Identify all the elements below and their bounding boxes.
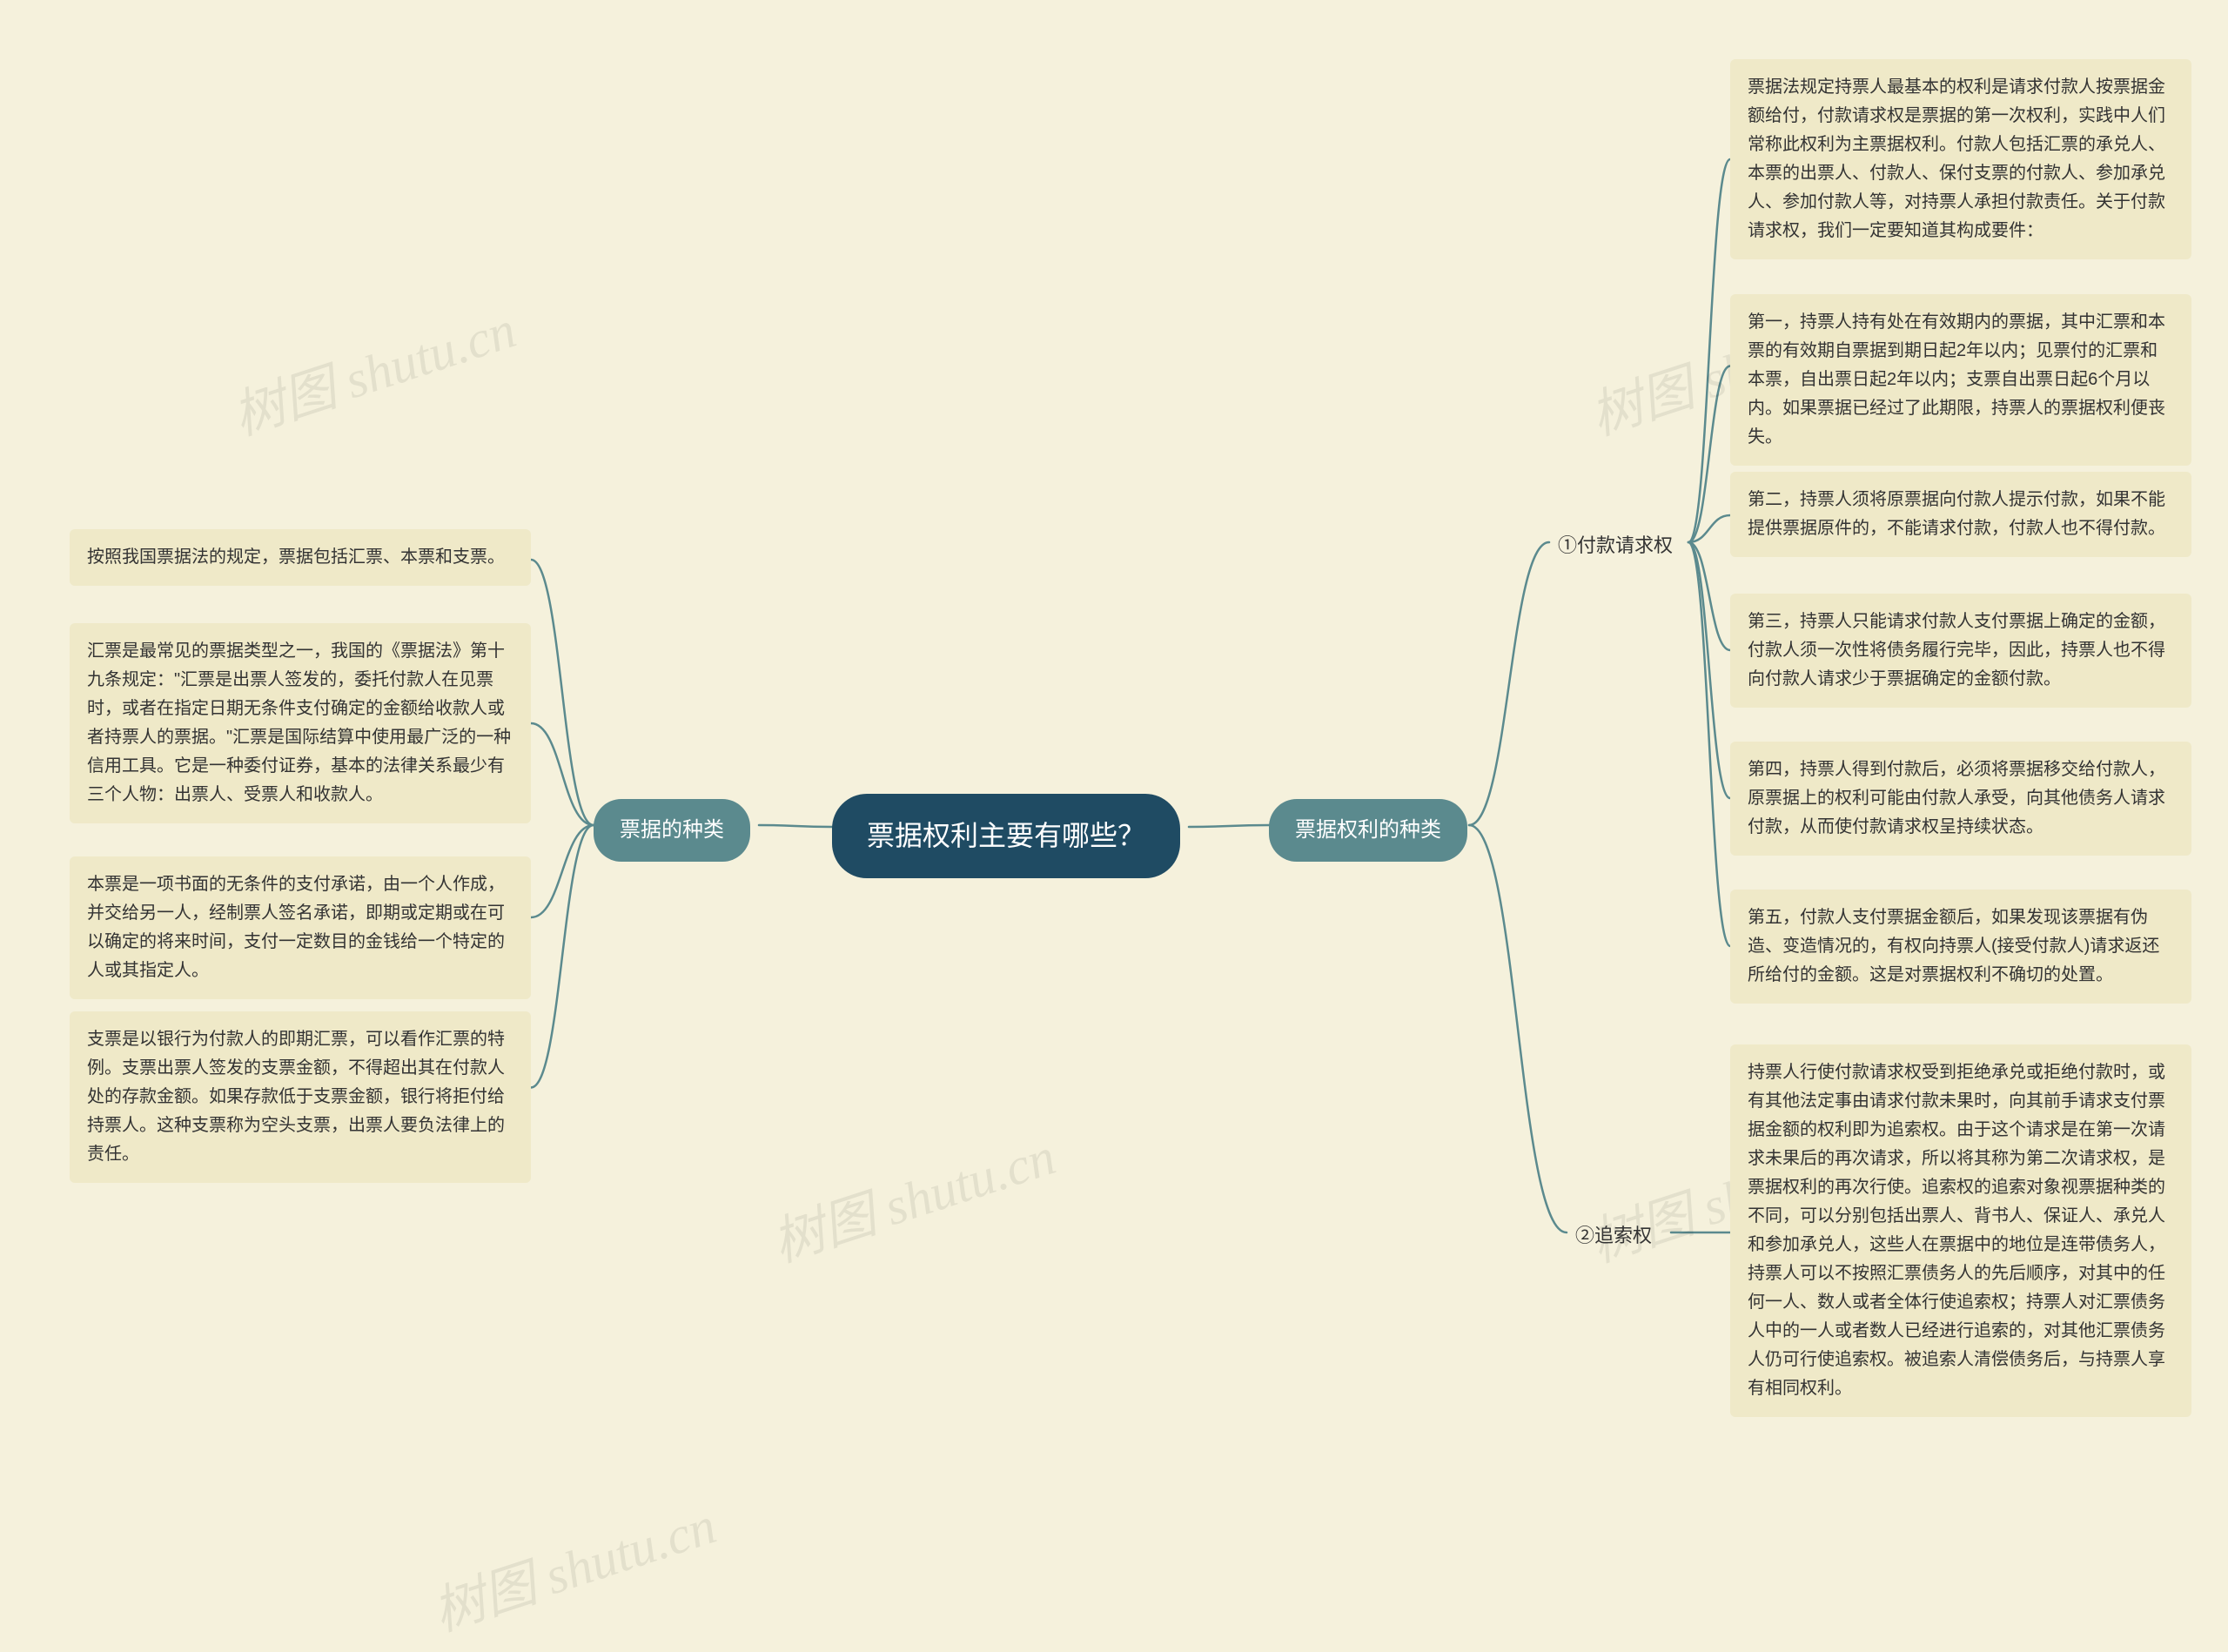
right-sub-0-leaf-1: 第一，持票人持有处在有效期内的票据，其中汇票和本票的有效期自票据到期日起2年以内…: [1730, 294, 2191, 466]
left-leaf-0: 按照我国票据法的规定，票据包括汇票、本票和支票。: [70, 529, 531, 586]
left-leaf-1: 汇票是最常见的票据类型之一，我国的《票据法》第十九条规定："汇票是出票人签发的，…: [70, 623, 531, 823]
right-sub-0-leaf-3: 第三，持票人只能请求付款人支付票据上确定的金额，付款人须一次性将债务履行完毕，因…: [1730, 594, 2191, 708]
right-sub-0: ①付款请求权: [1549, 525, 1681, 567]
branch-right: 票据权利的种类: [1269, 799, 1467, 862]
branch-left: 票据的种类: [594, 799, 750, 862]
right-sub-0-leaf-4: 第四，持票人得到付款后，必须将票据移交给付款人，原票据上的权利可能由付款人承受，…: [1730, 742, 2191, 856]
right-sub-1-leaf-0: 持票人行使付款请求权受到拒绝承兑或拒绝付款时，或有其他法定事由请求付款未果时，向…: [1730, 1044, 2191, 1417]
left-leaf-3: 支票是以银行为付款人的即期汇票，可以看作汇票的特例。支票出票人签发的支票金额，不…: [70, 1011, 531, 1183]
right-sub-0-leaf-0: 票据法规定持票人最基本的权利是请求付款人按票据金额给付，付款请求权是票据的第一次…: [1730, 59, 2191, 259]
left-leaf-2: 本票是一项书面的无条件的支付承诺，由一个人作成，并交给另一人，经制票人签名承诺，…: [70, 856, 531, 999]
right-sub-0-leaf-5: 第五，付款人支付票据金额后，如果发现该票据有伪造、变造情况的，有权向持票人(接受…: [1730, 890, 2191, 1004]
right-sub-0-leaf-2: 第二，持票人须将原票据向付款人提示付款，如果不能提供票据原件的，不能请求付款，付…: [1730, 472, 2191, 557]
right-sub-1: ②追索权: [1567, 1215, 1661, 1257]
center-node: 票据权利主要有哪些？: [832, 794, 1180, 878]
